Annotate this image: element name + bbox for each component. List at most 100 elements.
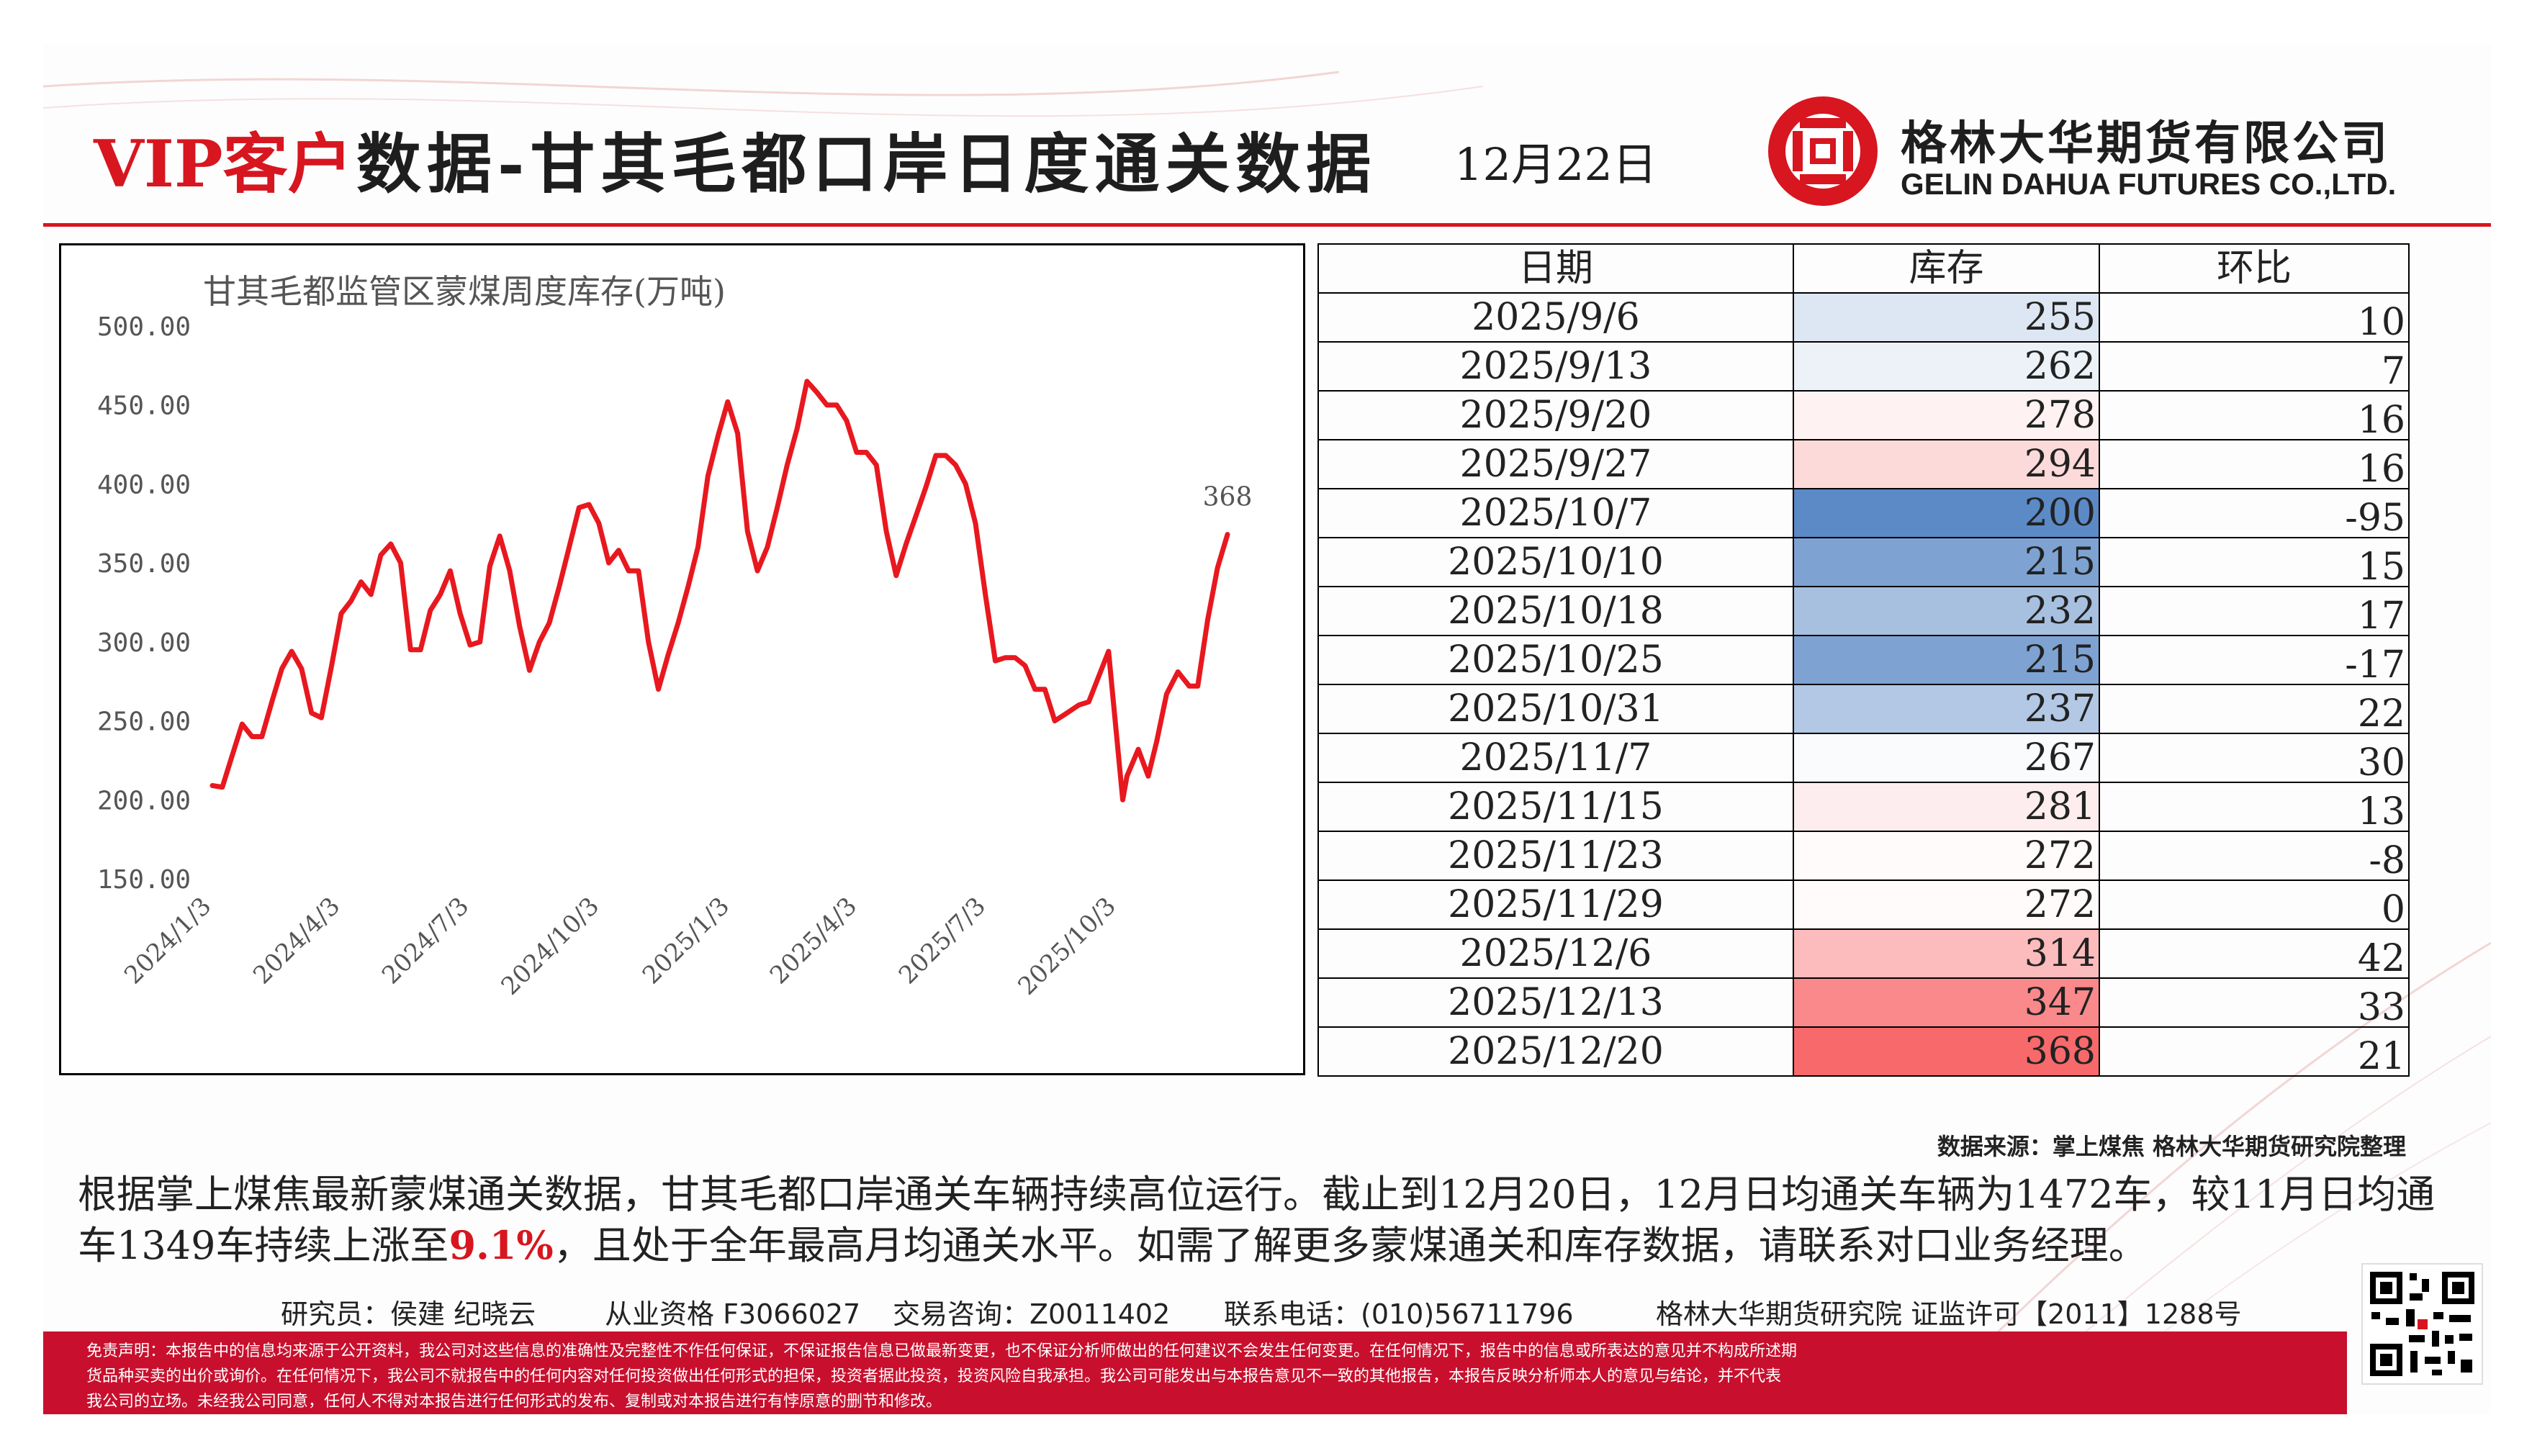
x-tick-label: 2025/4/3 <box>765 892 862 990</box>
series-line <box>210 379 1230 802</box>
data-point <box>1097 675 1100 679</box>
data-point <box>765 546 769 549</box>
data-point <box>944 453 947 457</box>
cell-date: 2025/11/7 <box>1317 733 1794 783</box>
data-point <box>557 585 561 589</box>
cell-stock: 200 <box>1793 488 2100 538</box>
cell-date: 2025/11/29 <box>1317 880 1794 930</box>
data-point <box>270 700 274 704</box>
report-date: 12月22日 <box>1454 138 1657 191</box>
inventory-table: 日期 库存 环比 2025/9/6 255 10 2025/9/13 262 7 2025/… <box>1317 243 2410 1077</box>
data-point <box>726 400 729 404</box>
cell-change: -17 <box>2099 635 2410 685</box>
data-point <box>775 506 779 510</box>
cell-change: 42 <box>2099 928 2410 979</box>
data-point <box>340 612 343 615</box>
cell-stock: 237 <box>1793 684 2100 734</box>
table-row: 2025/9/27 294 16 <box>1317 439 2410 489</box>
cell-change: 15 <box>2099 537 2410 587</box>
data-point <box>617 548 621 552</box>
footer-analyst: 研究员：侯建 纪晓云 <box>281 1298 536 1330</box>
cell-stock: 215 <box>1793 537 2100 587</box>
disclaimer: 免责声明：本报告中的信息均来源于公开资料，我公司对这些信息的准确性及完整性不作任… <box>43 1331 2347 1414</box>
cell-date: 2025/10/18 <box>1317 586 1794 636</box>
cell-date: 2025/10/25 <box>1317 635 1794 685</box>
data-point <box>994 659 997 663</box>
data-point <box>825 403 829 407</box>
cell-change: 13 <box>2099 782 2410 832</box>
cell-date: 2025/9/20 <box>1317 390 1794 440</box>
cell-date: 2025/10/31 <box>1317 684 1794 734</box>
data-point <box>389 542 392 546</box>
data-point <box>299 667 303 671</box>
data-point <box>934 453 937 457</box>
cell-stock: 294 <box>1793 439 2100 489</box>
data-point <box>1023 664 1027 667</box>
data-point <box>815 391 819 394</box>
cell-change: 17 <box>2099 586 2410 636</box>
data-point <box>885 530 888 533</box>
data-point <box>468 643 472 647</box>
inventory-chart: 甘其毛都监管区蒙煤周度库存(万吨) 500.00 450.00 400.00 350.… <box>59 243 1305 1075</box>
data-point <box>538 640 541 643</box>
data-point <box>349 599 353 602</box>
data-point <box>518 624 521 628</box>
cell-date: 2025/9/13 <box>1317 341 1794 392</box>
commentary: 根据掌上煤焦最新蒙煤通关数据，甘其毛都口岸通关车辆持续高位运行。截止到12月20… <box>78 1170 2446 1271</box>
data-point <box>646 640 650 643</box>
data-point <box>746 530 749 533</box>
data-point <box>310 711 313 715</box>
cell-change: 10 <box>2099 292 2410 343</box>
y-tick-label: 200.00 <box>97 786 191 815</box>
data-point <box>1121 798 1125 802</box>
title-divider <box>43 223 2491 227</box>
y-tick-label: 150.00 <box>97 865 191 895</box>
cell-stock: 347 <box>1793 977 2100 1028</box>
footer-phone: 联系电话：(010)56711796 <box>1224 1298 1574 1330</box>
cell-change: 22 <box>2099 684 2410 734</box>
table-row: 2025/12/20 368 21 <box>1317 1026 2410 1077</box>
y-tick-label: 500.00 <box>97 312 191 342</box>
data-point <box>974 522 977 525</box>
chart-title: 甘其毛都监管区蒙煤周度库存(万吨) <box>203 272 726 311</box>
data-point <box>756 569 760 573</box>
company-logo-icon <box>1768 96 1878 206</box>
commentary-highlight: 9.1% <box>449 1222 554 1268</box>
cell-date: 2025/12/20 <box>1317 1026 1794 1077</box>
data-point <box>280 667 284 671</box>
cell-stock: 314 <box>1793 928 2100 979</box>
data-point <box>409 648 413 651</box>
data-point <box>865 451 868 454</box>
cell-date: 2025/9/6 <box>1317 292 1794 343</box>
cell-change: 33 <box>2099 977 2410 1028</box>
data-point <box>1137 748 1140 751</box>
data-point <box>785 464 789 467</box>
data-point <box>894 574 898 577</box>
data-point <box>567 546 571 549</box>
x-tick-label: 2025/1/3 <box>637 892 735 990</box>
y-tick-label: 400.00 <box>97 470 191 499</box>
last-value-label: 368 <box>1203 483 1253 512</box>
data-point <box>696 546 700 549</box>
data-point <box>251 735 254 738</box>
footer-license: 从业资格 F3066027 <box>605 1298 861 1330</box>
cell-change: 21 <box>2099 1026 2410 1077</box>
cell-stock: 262 <box>1793 341 2100 392</box>
y-tick-label: 300.00 <box>97 628 191 658</box>
data-point <box>706 474 710 478</box>
data-point <box>428 609 432 612</box>
cell-stock: 272 <box>1793 880 2100 930</box>
data-point <box>320 716 323 720</box>
data-point <box>1014 656 1017 659</box>
y-tick-label: 450.00 <box>97 392 191 421</box>
slide: VIP客户 数据-甘其毛都口岸日度通关数据 12月22日 格林大华期货有限公司 … <box>43 43 2491 1414</box>
cell-change: 0 <box>2099 880 2410 930</box>
data-point <box>399 561 402 565</box>
cell-stock: 232 <box>1793 586 2100 636</box>
data-point <box>577 506 581 510</box>
cell-change: -8 <box>2099 831 2410 881</box>
cell-date: 2025/10/7 <box>1317 488 1794 538</box>
data-point <box>587 503 591 506</box>
data-point <box>1043 687 1047 691</box>
company-name-en: GELIN DAHUA FUTURES CO.,LTD. <box>1901 167 2397 201</box>
